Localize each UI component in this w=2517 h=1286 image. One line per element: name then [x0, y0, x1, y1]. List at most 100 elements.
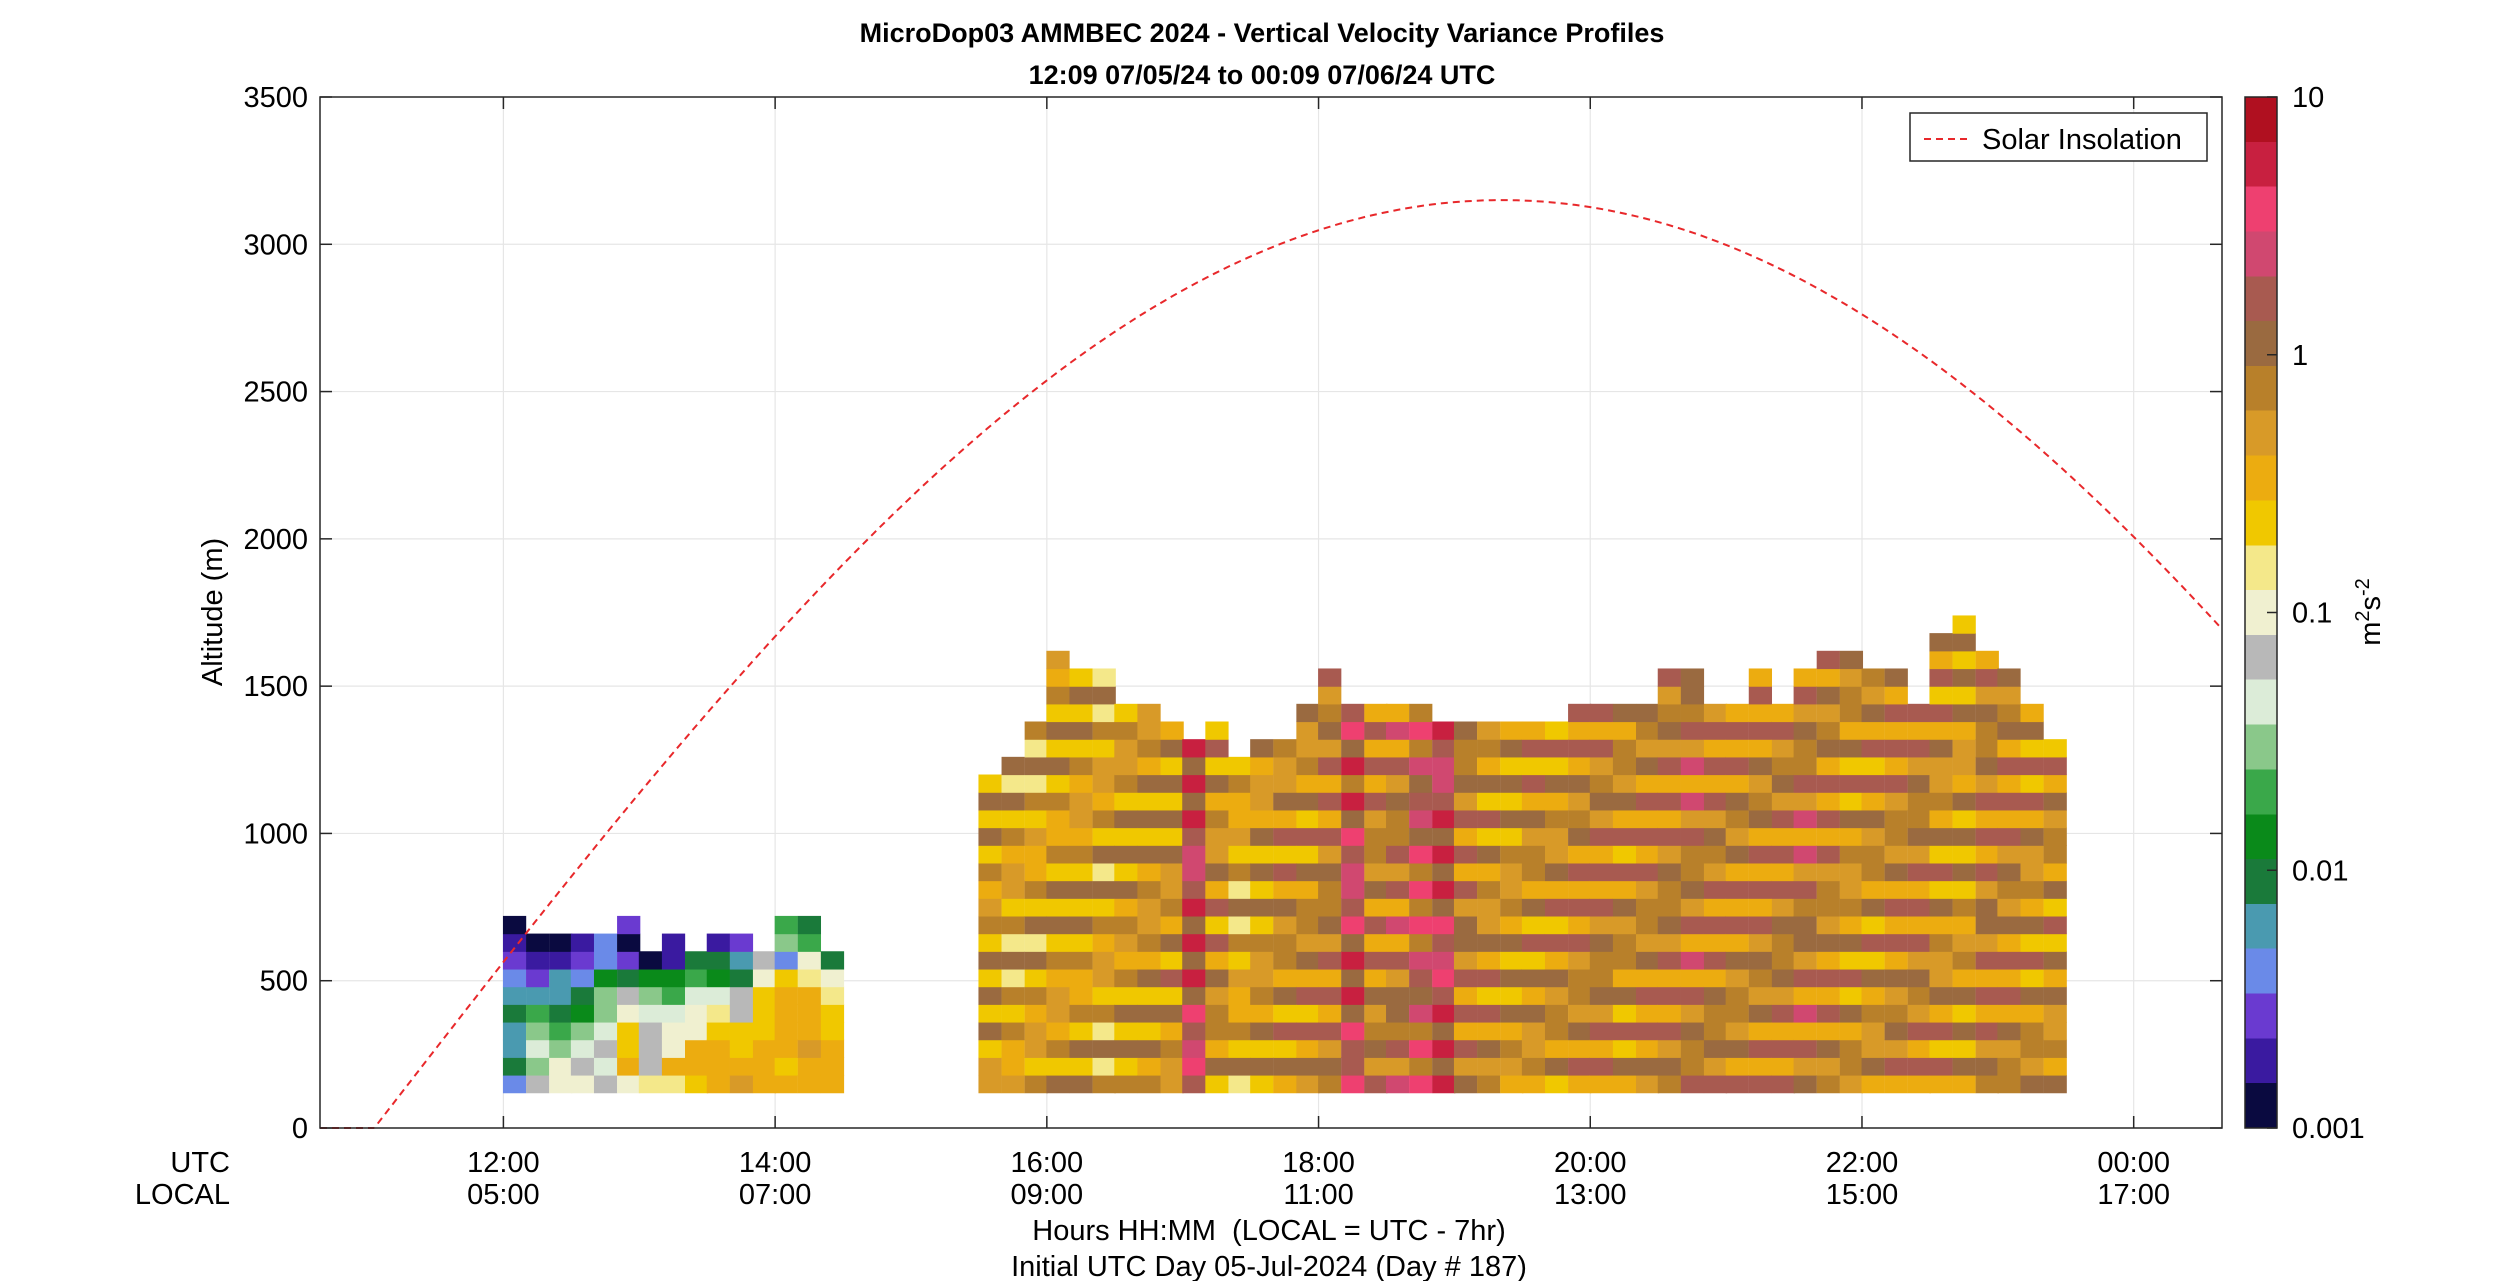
heatmap-cell [1500, 756, 1524, 776]
heatmap-cell [1500, 880, 1524, 899]
heatmap-cell [1409, 756, 1433, 776]
heatmap-cell [1046, 845, 1070, 864]
heatmap-cell [1680, 898, 1705, 917]
heatmap-cell [502, 915, 527, 935]
heatmap-cell [1205, 951, 1229, 970]
heatmap-cell [1182, 1004, 1206, 1023]
heatmap-cell [1907, 721, 1931, 740]
heatmap-cell [1636, 774, 1660, 793]
heatmap-cell [1657, 968, 1681, 988]
heatmap-cell [1568, 1039, 1592, 1058]
heatmap-cell [1793, 898, 1817, 917]
heatmap-cell [1092, 739, 1116, 758]
heatmap-cell [1453, 809, 1478, 829]
heatmap-cell [1477, 1021, 1501, 1041]
heatmap-cell [1024, 845, 1048, 864]
heatmap-cell [1544, 827, 1569, 846]
heatmap-cell [1137, 809, 1161, 829]
heatmap-cell [1114, 703, 1138, 723]
heatmap-cell [1001, 986, 1025, 1005]
heatmap-cell [1318, 986, 1342, 1005]
heatmap-cell [1929, 703, 1953, 723]
heatmap-cell [1432, 845, 1456, 864]
heatmap-cell [1793, 862, 1817, 882]
heatmap-cell [1929, 668, 1953, 687]
heatmap-cell [1137, 880, 1161, 899]
heatmap-cell [1386, 1074, 1410, 1094]
heatmap-cell [1182, 774, 1206, 793]
heatmap-cell [593, 951, 618, 970]
heatmap-cell [1861, 721, 1885, 740]
heatmap-cell [1318, 756, 1342, 776]
heatmap-cell [1657, 915, 1681, 935]
heatmap-cell [1182, 845, 1206, 864]
heatmap-cell [1453, 827, 1478, 846]
y-axis-label: Altitude (m) [197, 538, 229, 686]
heatmap-cell [774, 968, 798, 988]
heatmap-cell [1975, 1057, 1999, 1076]
heatmap-cell [1137, 1004, 1161, 1023]
heatmap-cell [1024, 915, 1048, 935]
heatmap-cell [1816, 1021, 1840, 1041]
heatmap-cell [1114, 774, 1138, 793]
heatmap-cell [1929, 1057, 1953, 1076]
heatmap-cell [729, 986, 754, 1005]
heatmap-cell [1318, 792, 1342, 811]
heatmap-cell [1205, 756, 1229, 776]
heatmap-cell [1500, 721, 1524, 740]
heatmap-cell [1793, 1074, 1817, 1094]
heatmap-cell [1793, 968, 1817, 988]
heatmap-cell [1521, 756, 1546, 776]
heatmap-cell [1636, 756, 1660, 776]
x-tick-label-utc: 14:00 [739, 1147, 812, 1179]
colorbar-tick-label: 0.001 [2292, 1113, 2365, 1145]
heatmap-cell [1046, 650, 1070, 670]
heatmap-cell [1409, 739, 1433, 758]
heatmap-cell [820, 1074, 845, 1094]
heatmap-cell [1318, 686, 1342, 705]
heatmap-cell [1657, 1057, 1681, 1076]
heatmap-cell [1137, 1074, 1161, 1094]
heatmap-cell [1997, 986, 2021, 1005]
heatmap-cell [1612, 915, 1637, 935]
heatmap-cell [978, 915, 1002, 935]
heatmap-cell [1521, 880, 1546, 899]
heatmap-cell [1386, 1039, 1410, 1058]
heatmap-cell [549, 1004, 573, 1023]
heatmap-cell [1816, 845, 1840, 864]
heatmap-cell [1069, 721, 1093, 740]
heatmap-cell [1839, 827, 1864, 846]
heatmap-cell [978, 862, 1002, 882]
heatmap-cell [1092, 1074, 1116, 1094]
heatmap-cell [1997, 703, 2021, 723]
heatmap-cell [1001, 968, 1025, 988]
heatmap-cell [1205, 1021, 1229, 1041]
heatmap-cell [1544, 968, 1569, 988]
heatmap-cell [1884, 668, 1908, 687]
heatmap-cell [1521, 792, 1546, 811]
heatmap-cell [2020, 1074, 2044, 1094]
heatmap-cell [1477, 862, 1501, 882]
heatmap-cell [1952, 703, 1976, 723]
heatmap-cell [1839, 792, 1864, 811]
heatmap-cell [1364, 898, 1388, 917]
heatmap-cell [1001, 1039, 1025, 1058]
heatmap-cell [1273, 845, 1297, 864]
heatmap-cell [1137, 1039, 1161, 1058]
heatmap-cell [978, 809, 1002, 829]
heatmap-cell [1748, 915, 1773, 935]
heatmap-cell [1929, 951, 1953, 970]
heatmap-cell [1771, 862, 1796, 882]
heatmap-cell [2043, 845, 2067, 864]
heatmap-cell [1386, 809, 1410, 829]
heatmap-cell [1137, 845, 1161, 864]
heatmap-cell [549, 968, 573, 988]
heatmap-cell [1386, 915, 1410, 935]
heatmap-cell [1636, 915, 1660, 935]
heatmap-cell [1341, 933, 1365, 952]
heatmap-cell [1748, 862, 1773, 882]
heatmap-cell [1318, 845, 1342, 864]
heatmap-cell [1839, 1074, 1864, 1094]
legend-label-solar: Solar Insolation [1982, 124, 2182, 156]
heatmap-cell [1364, 986, 1388, 1005]
